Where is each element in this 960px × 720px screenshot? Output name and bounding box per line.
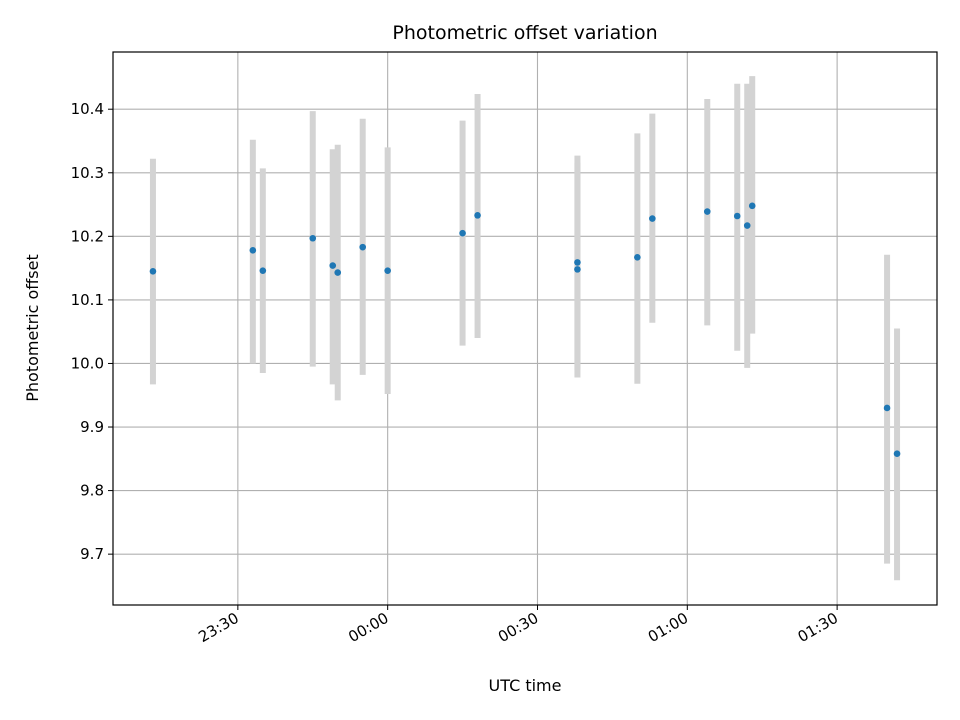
y-tick-label: 10.2 xyxy=(71,227,104,245)
data-point xyxy=(249,247,257,254)
y-tick-label: 9.8 xyxy=(80,482,104,500)
chart-title: Photometric offset variation xyxy=(392,22,657,44)
data-point xyxy=(384,267,391,274)
x-axis-title: UTC time xyxy=(489,676,562,695)
data-point xyxy=(743,222,751,229)
data-point xyxy=(634,254,641,261)
data-point xyxy=(703,208,711,215)
data-points xyxy=(149,202,901,458)
y-tick-label: 9.7 xyxy=(80,545,104,563)
data-point xyxy=(574,266,581,273)
y-tick-label: 10.4 xyxy=(71,100,104,118)
y-axis: 9.7 9.8 9.9 10.0 10.1 10.2 10.3 10.4 xyxy=(71,100,113,563)
plot-frame xyxy=(112,51,938,606)
data-point xyxy=(748,202,756,210)
y-tick-label: 9.9 xyxy=(80,418,104,436)
data-point xyxy=(334,269,342,276)
data-point xyxy=(309,234,317,242)
data-point xyxy=(459,229,466,237)
data-point xyxy=(359,243,366,251)
data-point xyxy=(474,212,481,219)
data-point xyxy=(883,404,891,412)
data-point xyxy=(649,215,656,222)
y-axis-title: Photometric offset xyxy=(23,254,42,402)
data-point xyxy=(733,212,741,220)
data-point xyxy=(149,267,157,275)
y-tick-label: 10.1 xyxy=(71,291,104,309)
data-point xyxy=(329,262,337,269)
data-point xyxy=(574,259,581,266)
data-point xyxy=(893,450,901,458)
y-tick-label: 10.0 xyxy=(71,354,104,372)
data-point xyxy=(259,267,267,274)
y-tick-label: 10.3 xyxy=(71,164,104,182)
